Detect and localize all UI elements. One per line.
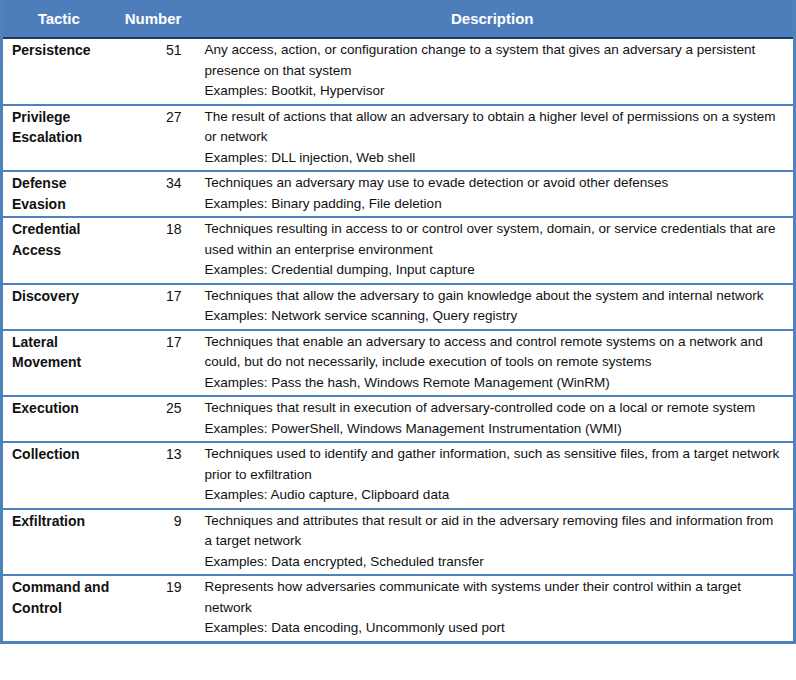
tactic-cell: Lateral Movement xyxy=(2,330,115,397)
description-text: Any access, action, or configuration cha… xyxy=(205,40,785,81)
description-text: Techniques used to identify and gather i… xyxy=(205,444,785,485)
header-row: Tactic Number Description xyxy=(2,0,795,38)
table-row: Credential Access 18 Techniques resultin… xyxy=(2,217,795,284)
number-cell: 34 xyxy=(115,171,192,217)
tactic-cell: Credential Access xyxy=(2,217,115,284)
examples-text: Examples: Bootkit, Hypervisor xyxy=(205,81,785,102)
description-text: Techniques resulting in access to or con… xyxy=(205,219,785,260)
table-body: Persistence 51 Any access, action, or co… xyxy=(2,38,795,642)
description-cell: Represents how adversaries communicate w… xyxy=(192,575,795,642)
table-row: Collection 13 Techniques used to identif… xyxy=(2,442,795,509)
description-cell: Techniques that enable an adversary to a… xyxy=(192,330,795,397)
table-row: Persistence 51 Any access, action, or co… xyxy=(2,38,795,105)
number-cell: 25 xyxy=(115,396,192,442)
description-text: Represents how adversaries communicate w… xyxy=(205,577,785,618)
examples-text: Examples: DLL injection, Web shell xyxy=(205,148,785,169)
tactic-cell: Collection xyxy=(2,442,115,509)
description-cell: Techniques that allow the adversary to g… xyxy=(192,284,795,330)
tactic-cell: Persistence xyxy=(2,38,115,105)
description-cell: The result of actions that allow an adve… xyxy=(192,105,795,172)
description-text: Techniques that allow the adversary to g… xyxy=(205,286,785,307)
tactic-cell: Command and Control xyxy=(2,575,115,642)
examples-text: Examples: Data encoding, Uncommonly used… xyxy=(205,618,785,639)
table-row: Discovery 17 Techniques that allow the a… xyxy=(2,284,795,330)
examples-text: Examples: Data encrypted, Scheduled tran… xyxy=(205,552,785,573)
tactic-cell: Privilege Escalation xyxy=(2,105,115,172)
examples-text: Examples: Audio capture, Clipboard data xyxy=(205,485,785,506)
column-header-description: Description xyxy=(192,0,795,38)
number-cell: 13 xyxy=(115,442,192,509)
examples-text: Examples: Network service scanning, Quer… xyxy=(205,306,785,327)
number-cell: 19 xyxy=(115,575,192,642)
description-cell: Techniques and attributes that result or… xyxy=(192,509,795,576)
column-header-number: Number xyxy=(115,0,192,38)
column-header-tactic: Tactic xyxy=(2,0,115,38)
number-cell: 17 xyxy=(115,330,192,397)
examples-text: Examples: Binary padding, File deletion xyxy=(205,194,785,215)
number-cell: 17 xyxy=(115,284,192,330)
examples-text: Examples: Pass the hash, Windows Remote … xyxy=(205,373,785,394)
tactic-cell: Discovery xyxy=(2,284,115,330)
description-text: The result of actions that allow an adve… xyxy=(205,107,785,148)
examples-text: Examples: Credential dumping, Input capt… xyxy=(205,260,785,281)
table-row: Defense Evasion 34 Techniques an adversa… xyxy=(2,171,795,217)
table-row: Execution 25 Techniques that result in e… xyxy=(2,396,795,442)
tactic-cell: Exfiltration xyxy=(2,509,115,576)
description-cell: Techniques used to identify and gather i… xyxy=(192,442,795,509)
tactic-cell: Execution xyxy=(2,396,115,442)
table-row: Exfiltration 9 Techniques and attributes… xyxy=(2,509,795,576)
description-cell: Any access, action, or configuration cha… xyxy=(192,38,795,105)
number-cell: 9 xyxy=(115,509,192,576)
number-cell: 27 xyxy=(115,105,192,172)
number-cell: 18 xyxy=(115,217,192,284)
description-text: Techniques an adversary may use to evade… xyxy=(205,173,785,194)
description-cell: Techniques that result in execution of a… xyxy=(192,396,795,442)
description-text: Techniques that enable an adversary to a… xyxy=(205,332,785,373)
description-cell: Techniques resulting in access to or con… xyxy=(192,217,795,284)
description-text: Techniques and attributes that result or… xyxy=(205,511,785,552)
table-row: Lateral Movement 17 Techniques that enab… xyxy=(2,330,795,397)
description-text: Techniques that result in execution of a… xyxy=(205,398,785,419)
table-row: Privilege Escalation 27 The result of ac… xyxy=(2,105,795,172)
table-header: Tactic Number Description xyxy=(2,0,795,38)
number-cell: 51 xyxy=(115,38,192,105)
table-row: Command and Control 19 Represents how ad… xyxy=(2,575,795,642)
examples-text: Examples: PowerShell, Windows Management… xyxy=(205,419,785,440)
tactics-table: Tactic Number Description Persistence 51… xyxy=(0,0,796,644)
tactic-cell: Defense Evasion xyxy=(2,171,115,217)
description-cell: Techniques an adversary may use to evade… xyxy=(192,171,795,217)
